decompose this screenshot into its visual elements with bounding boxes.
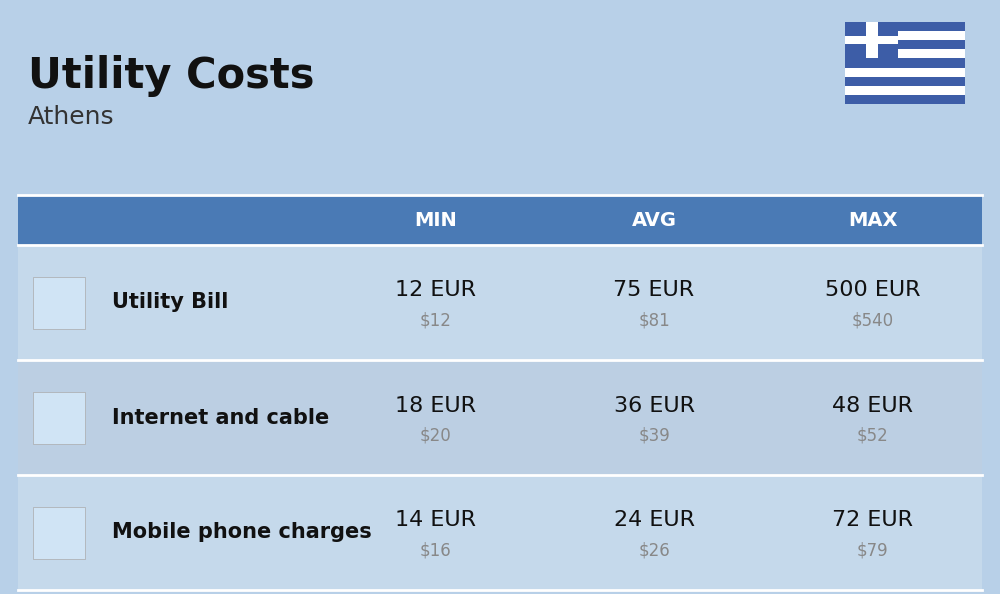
Bar [18, 245, 982, 360]
Text: $26: $26 [638, 542, 670, 560]
Bar [845, 58, 965, 68]
Bar [33, 507, 85, 558]
Text: $540: $540 [852, 311, 894, 330]
Text: AVG: AVG [632, 210, 676, 229]
Bar [866, 22, 878, 58]
Bar [18, 360, 982, 475]
Bar [845, 86, 965, 95]
Text: $39: $39 [638, 426, 670, 444]
Text: 75 EUR: 75 EUR [613, 280, 695, 301]
Text: Utility Bill: Utility Bill [112, 292, 228, 312]
Text: 12 EUR: 12 EUR [395, 280, 476, 301]
Bar [845, 49, 965, 58]
Text: 14 EUR: 14 EUR [395, 510, 476, 530]
Bar [845, 77, 965, 86]
Bar [845, 22, 898, 58]
Text: 24 EUR: 24 EUR [614, 510, 694, 530]
Text: Athens: Athens [28, 105, 115, 129]
Text: Internet and cable: Internet and cable [112, 407, 329, 428]
Text: $79: $79 [857, 542, 888, 560]
Text: Utility Costs: Utility Costs [28, 55, 314, 97]
Text: $52: $52 [857, 426, 889, 444]
Text: $81: $81 [638, 311, 670, 330]
Bar [18, 195, 982, 245]
Bar [845, 31, 965, 40]
Bar [845, 36, 898, 45]
Text: MAX: MAX [848, 210, 897, 229]
Bar [845, 40, 965, 49]
Bar [18, 475, 982, 590]
Bar [845, 95, 965, 104]
Text: MIN: MIN [414, 210, 457, 229]
Text: 36 EUR: 36 EUR [614, 396, 694, 415]
Text: Mobile phone charges: Mobile phone charges [112, 523, 372, 542]
Text: 48 EUR: 48 EUR [832, 396, 913, 415]
Text: 18 EUR: 18 EUR [395, 396, 476, 415]
Bar [845, 68, 965, 77]
Bar [33, 276, 85, 328]
Text: 500 EUR: 500 EUR [825, 280, 920, 301]
Text: $16: $16 [419, 542, 451, 560]
Text: 72 EUR: 72 EUR [832, 510, 913, 530]
Bar [33, 391, 85, 444]
Text: $20: $20 [419, 426, 451, 444]
Text: $12: $12 [419, 311, 451, 330]
Bar [845, 22, 965, 31]
